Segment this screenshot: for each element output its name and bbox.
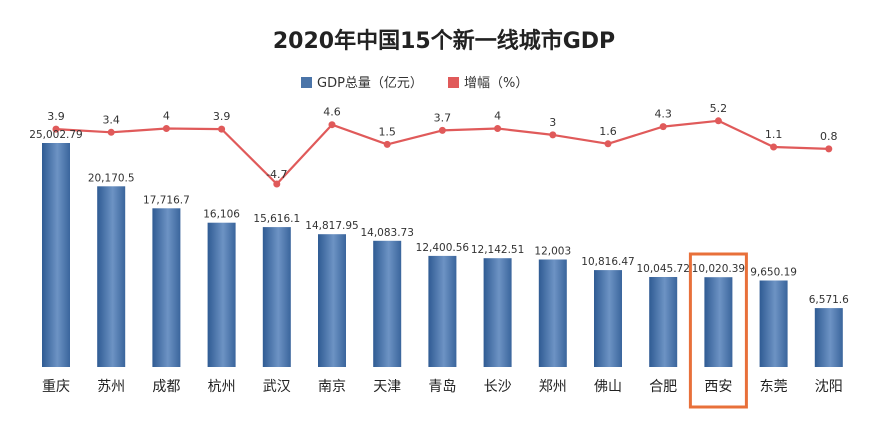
growth-point-天津 bbox=[383, 140, 391, 148]
bar-label-南京: 14,817.95 bbox=[305, 220, 358, 232]
bar-label-杭州: 16,106 bbox=[203, 209, 240, 221]
growth-point-东莞 bbox=[770, 143, 778, 151]
category-label-郑州: 郑州 bbox=[539, 379, 567, 395]
bar-label-天津: 14,083.73 bbox=[360, 227, 413, 239]
legend: GDP总量（亿元） 增幅（%） bbox=[301, 76, 528, 91]
category-labels: 重庆 苏州 成都 杭州 武汉 南京 天津 青岛 长沙 郑州 佛山 合肥 西安 东莞 沈阳 bbox=[42, 379, 843, 395]
growth-label-西安: 5.2 bbox=[710, 102, 728, 115]
category-label-东莞: 东莞 bbox=[760, 379, 788, 395]
growth-point-合肥 bbox=[659, 123, 667, 131]
category-label-苏州: 苏州 bbox=[97, 379, 125, 395]
growth-point-长沙 bbox=[494, 125, 502, 132]
growth-point-杭州 bbox=[218, 125, 226, 133]
legend-label-growth: 增幅（%） bbox=[464, 76, 528, 91]
bar-天津 bbox=[373, 240, 402, 367]
growth-label-南京: 4.6 bbox=[323, 106, 341, 119]
growth-label-沈阳: 0.8 bbox=[820, 130, 838, 143]
growth-point-成都 bbox=[162, 125, 170, 132]
category-label-青岛: 青岛 bbox=[428, 379, 456, 395]
category-label-武汉: 武汉 bbox=[263, 379, 291, 395]
bars bbox=[42, 143, 843, 367]
legend-swatch-growth bbox=[448, 77, 459, 88]
bar-长沙 bbox=[483, 258, 512, 367]
legend-swatch-gdp bbox=[301, 77, 312, 88]
growth-label-重庆: 3.9 bbox=[47, 110, 65, 123]
category-label-成都: 成都 bbox=[152, 379, 180, 395]
category-label-长沙: 长沙 bbox=[484, 379, 512, 395]
category-label-杭州: 杭州 bbox=[208, 379, 236, 395]
growth-label-佛山: 1.6 bbox=[599, 125, 617, 138]
growth-point-重庆 bbox=[52, 125, 60, 133]
growth-label-成都: 4 bbox=[163, 110, 170, 123]
bar-value-labels: 25,002.79 20,170.5 17,716.7 16,106 15,616.1 1… bbox=[29, 129, 849, 306]
legend-label-gdp: GDP总量（亿元） bbox=[317, 76, 423, 91]
bar-label-成都: 17,716.7 bbox=[143, 194, 190, 206]
bar-label-青岛: 12,400.56 bbox=[416, 242, 470, 254]
bar-苏州 bbox=[97, 186, 126, 367]
category-label-西安: 西安 bbox=[704, 379, 732, 395]
growth-label-苏州: 3.4 bbox=[102, 113, 120, 126]
bar-成都 bbox=[152, 208, 181, 367]
highlight-group bbox=[688, 252, 748, 409]
growth-label-天津: 1.5 bbox=[378, 125, 396, 138]
category-label-重庆: 重庆 bbox=[42, 379, 70, 395]
bar-label-东莞: 9,650.19 bbox=[750, 267, 797, 279]
growth-value-labels: 3.9 3.4 4 3.9 -4.7 4.6 1.5 3.7 4 3 1.6 4.3 5.2 1.1 0.8 bbox=[47, 102, 837, 181]
bar-label-武汉: 15,616.1 bbox=[253, 213, 300, 225]
bar-西安 bbox=[704, 277, 733, 367]
growth-point-郑州 bbox=[549, 131, 557, 139]
growth-label-长沙: 4 bbox=[494, 110, 501, 123]
bar-label-郑州: 12,003 bbox=[534, 246, 571, 258]
bar-青岛 bbox=[428, 255, 457, 367]
growth-point-南京 bbox=[328, 121, 336, 129]
growth-line bbox=[52, 117, 833, 188]
growth-point-青岛 bbox=[438, 126, 446, 134]
growth-point-西安 bbox=[714, 117, 722, 125]
bar-沈阳 bbox=[814, 308, 843, 367]
bar-武汉 bbox=[262, 227, 291, 367]
category-label-佛山: 佛山 bbox=[594, 379, 622, 395]
bar-南京 bbox=[318, 234, 346, 367]
growth-point-武汉 bbox=[273, 180, 281, 188]
growth-label-青岛: 3.7 bbox=[434, 111, 452, 124]
chart-title: 2020年中国15个新一线城市GDP bbox=[273, 28, 615, 54]
category-label-沈阳: 沈阳 bbox=[815, 379, 843, 395]
bar-郑州 bbox=[538, 259, 567, 367]
category-label-天津: 天津 bbox=[373, 379, 401, 395]
bar-label-合肥: 10,045.72 bbox=[636, 263, 689, 275]
growth-label-东莞: 1.1 bbox=[765, 128, 783, 141]
bar-重庆 bbox=[42, 143, 70, 367]
growth-point-苏州 bbox=[107, 128, 115, 136]
bar-label-长沙: 12,142.51 bbox=[471, 244, 524, 256]
growth-label-郑州: 3 bbox=[549, 116, 556, 129]
bar-label-沈阳: 6,571.6 bbox=[809, 294, 849, 306]
bar-佛山 bbox=[594, 270, 622, 367]
bar-label-佛山: 10,816.47 bbox=[581, 256, 634, 268]
highlight-box bbox=[688, 252, 748, 409]
growth-point-沈阳 bbox=[825, 145, 833, 153]
bar-杭州 bbox=[207, 222, 236, 367]
bar-label-苏州: 20,170.5 bbox=[88, 172, 135, 184]
bar-label-重庆: 25,002.79 bbox=[29, 129, 82, 141]
bar-东莞 bbox=[759, 280, 788, 367]
growth-label-合肥: 4.3 bbox=[654, 108, 672, 121]
growth-label-杭州: 3.9 bbox=[213, 110, 231, 123]
category-label-合肥: 合肥 bbox=[649, 379, 677, 395]
growth-label-武汉: -4.7 bbox=[266, 168, 287, 181]
growth-point-佛山 bbox=[604, 140, 612, 148]
bar-label-西安: 10,020.39 bbox=[692, 263, 745, 275]
category-label-南京: 南京 bbox=[318, 379, 346, 395]
bar-合肥 bbox=[649, 277, 678, 367]
